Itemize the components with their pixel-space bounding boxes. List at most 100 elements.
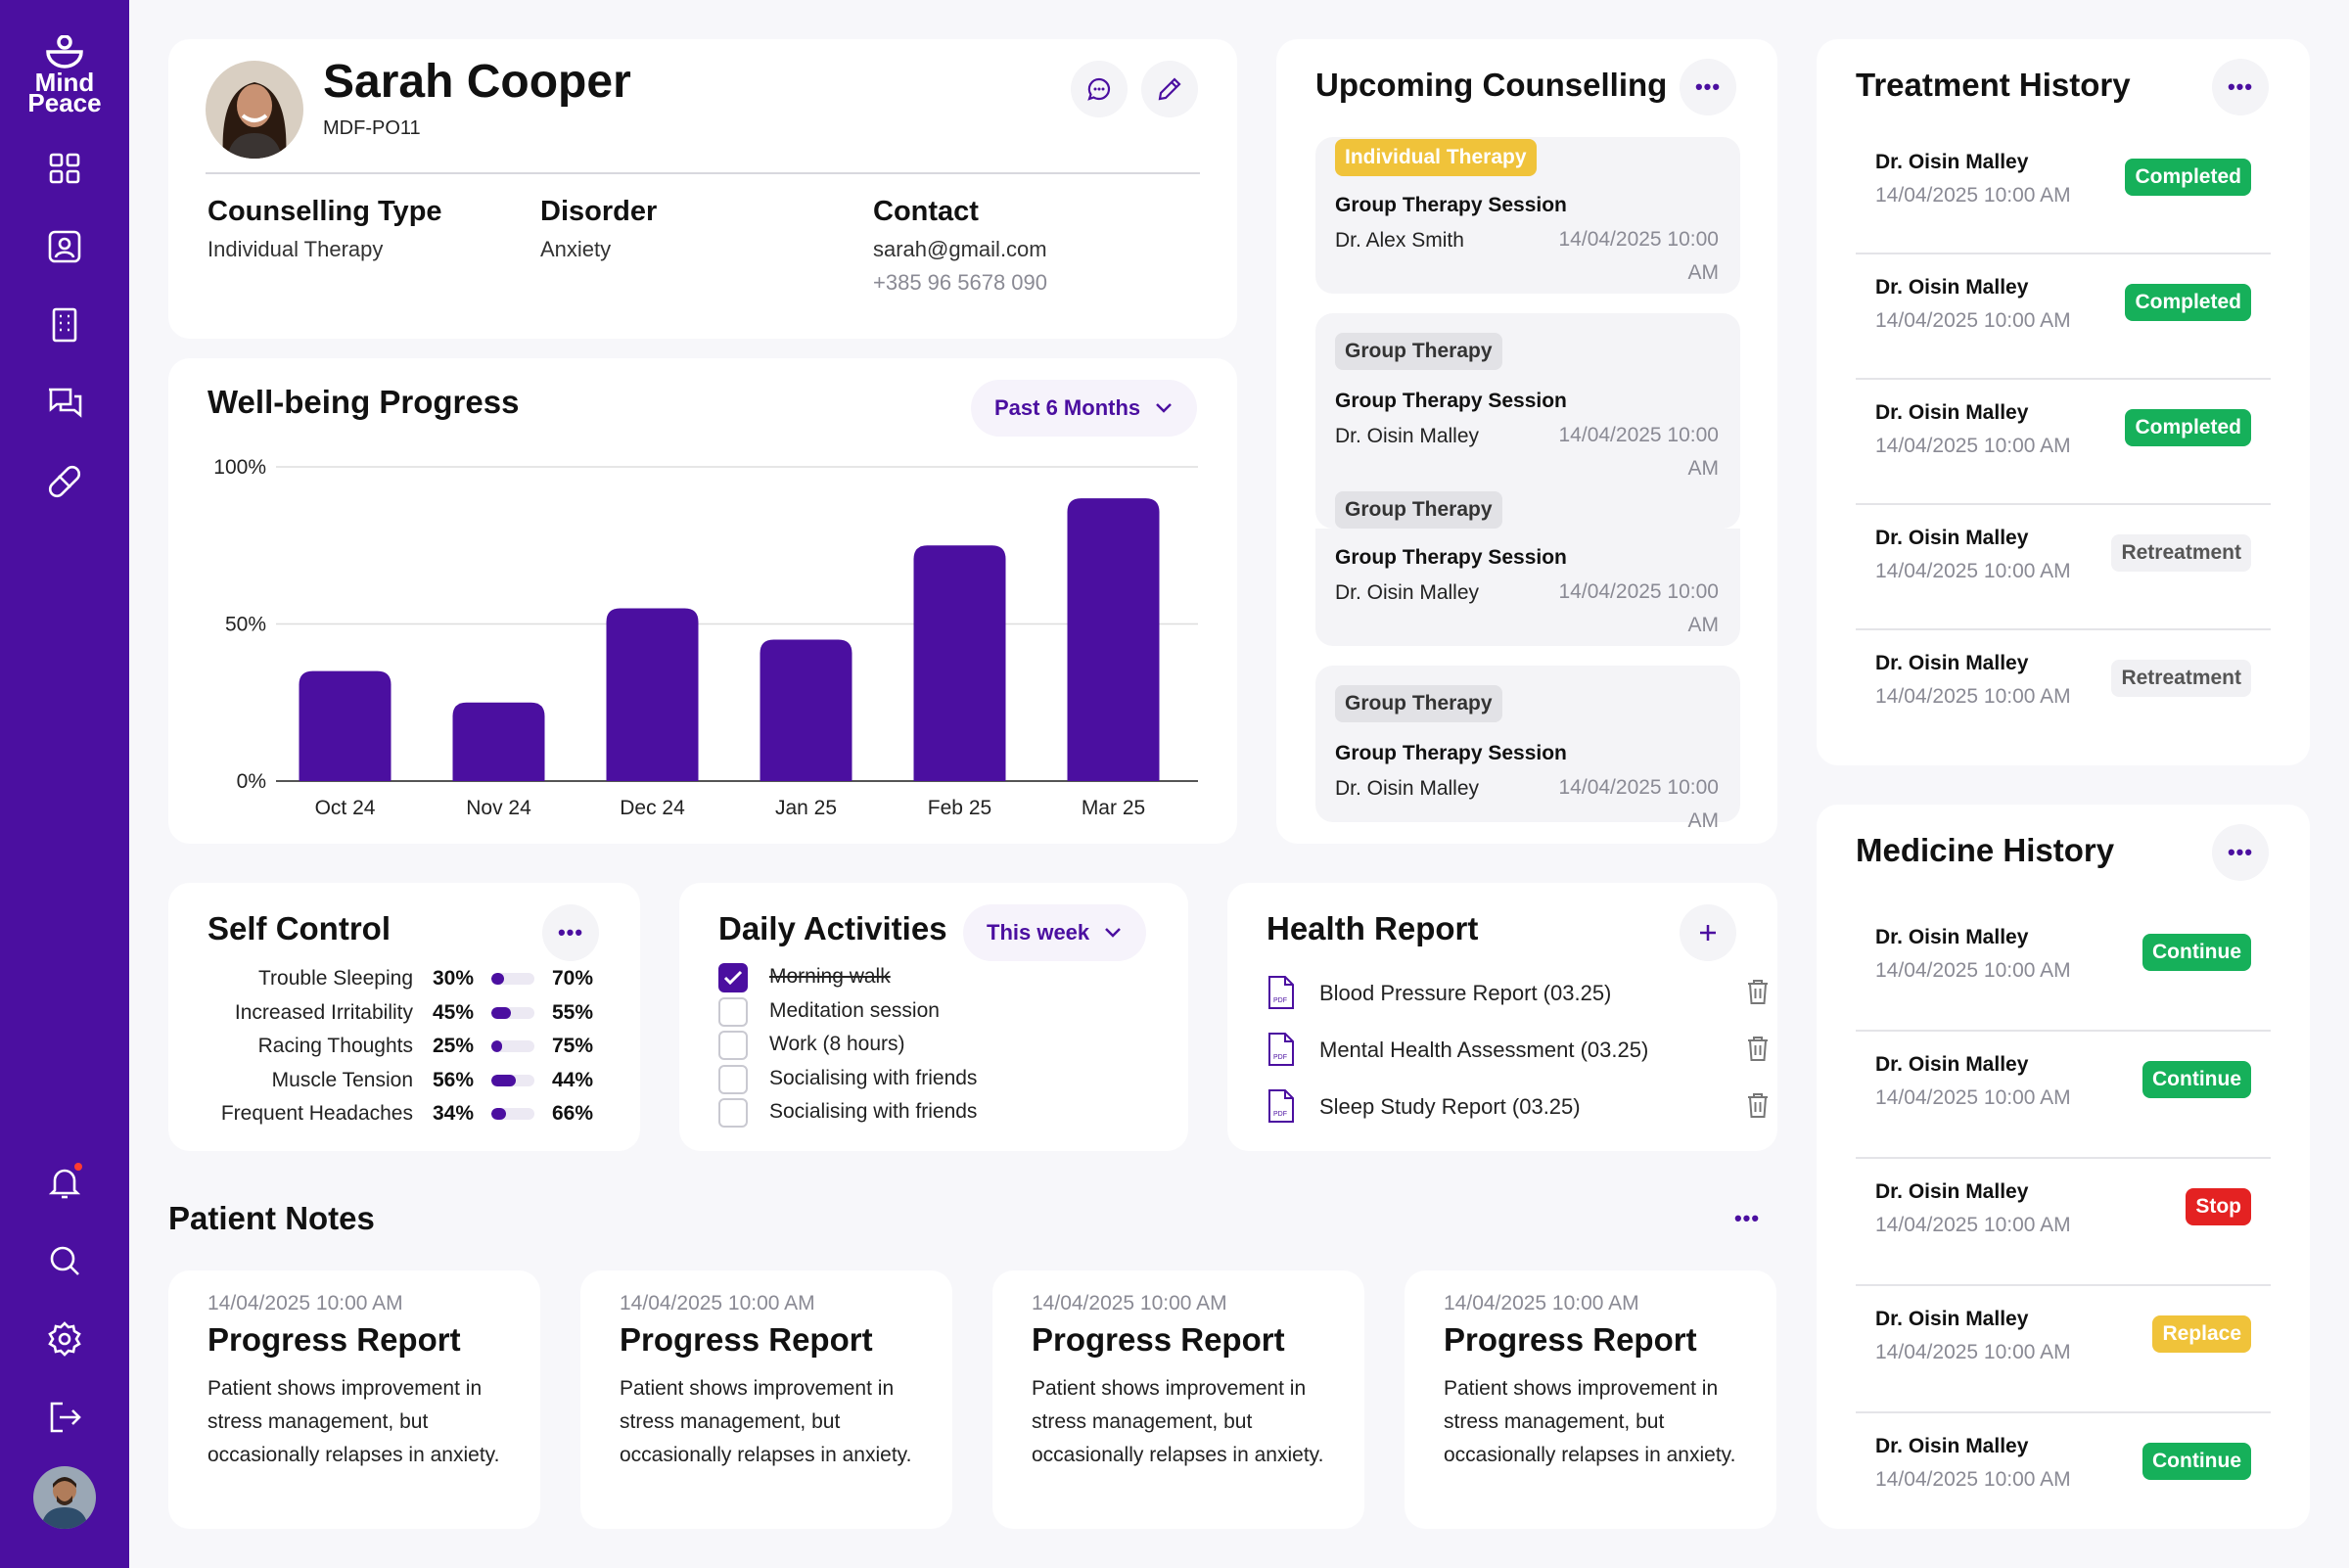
bar-mar-25[interactable] xyxy=(1067,498,1160,781)
pill-icon[interactable] xyxy=(43,460,86,503)
treatment-row[interactable]: Dr. Oisin Malley 14/04/2025 10:00 AM Compl… xyxy=(1856,392,2271,517)
bar-jan-25[interactable] xyxy=(760,639,852,781)
status-badge: Replace xyxy=(2152,1315,2251,1353)
svg-text:PDF: PDF xyxy=(1273,1054,1287,1061)
medicine-more-button[interactable]: ••• xyxy=(2212,824,2269,881)
note-card[interactable]: 14/04/2025 10:00 AM Progress Report Patien… xyxy=(1405,1270,1776,1529)
chevron-down-icon xyxy=(1105,928,1122,938)
add-report-button[interactable] xyxy=(1680,904,1736,961)
history-doctor: Dr. Oisin Malley xyxy=(1875,1435,2029,1457)
contact-email[interactable]: sarah@gmail.com xyxy=(873,237,1047,261)
note-card[interactable]: 14/04/2025 10:00 AM Progress Report Patien… xyxy=(992,1270,1364,1529)
trash-icon xyxy=(1748,980,1768,1004)
chat-icon[interactable] xyxy=(43,382,86,425)
pdf-icon: PDF xyxy=(1268,976,1294,1009)
chevron-down-icon xyxy=(1156,403,1173,413)
medicine-row[interactable]: Dr. Oisin Malley 14/04/2025 10:00 AM Conti… xyxy=(1856,1043,2271,1171)
medicine-row[interactable]: Dr. Oisin Malley 14/04/2025 10:00 AM Conti… xyxy=(1856,1425,2271,1552)
activity-checkbox[interactable] xyxy=(718,996,748,1027)
medicine-row[interactable]: Dr. Oisin Malley 14/04/2025 10:00 AM Repla… xyxy=(1856,1298,2271,1425)
history-doctor: Dr. Oisin Malley xyxy=(1875,527,2029,549)
period-dropdown[interactable]: Past 6 Months xyxy=(971,380,1198,437)
bar-dec-24[interactable] xyxy=(606,608,699,781)
bar-oct-24[interactable] xyxy=(299,670,392,781)
status-badge: Completed xyxy=(2125,284,2251,321)
logo-icon xyxy=(46,35,83,69)
session-card[interactable]: Group Therapy Group Therapy Session Dr. … xyxy=(1315,313,1740,529)
history-time: 14/04/2025 10:00 AM xyxy=(1875,1086,2071,1109)
history-time: 14/04/2025 10:00 AM xyxy=(1875,309,2071,332)
bell-icon[interactable] xyxy=(43,1161,86,1204)
building-icon[interactable] xyxy=(43,303,86,346)
logout-icon[interactable] xyxy=(43,1396,86,1439)
patient-icon[interactable] xyxy=(43,225,86,268)
treatment-row[interactable]: Dr. Oisin Malley 14/04/2025 10:00 AM Retre… xyxy=(1856,642,2271,767)
medicine-row[interactable]: Dr. Oisin Malley 14/04/2025 10:00 AM Stop xyxy=(1856,1171,2271,1298)
counselling-type-value: Individual Therapy xyxy=(207,237,384,261)
history-time: 14/04/2025 10:00 AM xyxy=(1875,1214,2071,1236)
history-doctor: Dr. Oisin Malley xyxy=(1875,276,2029,299)
treatment-row[interactable]: Dr. Oisin Malley 14/04/2025 10:00 AM Compl… xyxy=(1856,141,2271,266)
self-control-row: Trouble Sleeping 30% 70% xyxy=(168,963,638,996)
status-badge: Completed xyxy=(2125,409,2251,446)
search-icon[interactable] xyxy=(43,1239,86,1282)
activity-label: Socialising with friends xyxy=(769,1100,978,1123)
logo: Mind Peace xyxy=(25,35,104,115)
note-card[interactable]: 14/04/2025 10:00 AM Progress Report Patien… xyxy=(168,1270,540,1529)
session-card[interactable]: Group Therapy Group Therapy Session Dr. … xyxy=(1315,666,1740,832)
message-icon xyxy=(1087,77,1111,101)
status-badge: Continue xyxy=(2142,1443,2251,1480)
treatment-more-button[interactable]: ••• xyxy=(2212,59,2269,115)
message-button[interactable] xyxy=(1071,61,1128,117)
counselling-type-label: Counselling Type xyxy=(207,196,442,227)
session-card[interactable]: Individual Therapy Group Therapy Session… xyxy=(1315,137,1740,294)
symptom-right-percent: 66% xyxy=(552,1102,594,1125)
contact-phone[interactable]: +385 96 5678 090 xyxy=(873,270,1048,295)
history-doctor: Dr. Oisin Malley xyxy=(1875,1308,2029,1330)
delete-report-button[interactable] xyxy=(1744,1090,1772,1120)
symptom-bar-fill xyxy=(491,1006,511,1019)
note-card[interactable]: 14/04/2025 10:00 AM Progress Report Patien… xyxy=(580,1270,952,1529)
more-icon: ••• xyxy=(2227,74,2254,99)
report-row[interactable]: PDF Mental Health Assessment (03.25) xyxy=(1267,1030,1795,1069)
notes-more-button[interactable]: ••• xyxy=(1719,1190,1775,1247)
bar-nov-24[interactable] xyxy=(452,702,545,781)
gear-icon[interactable] xyxy=(43,1317,86,1360)
health-card: Health Report PDF Blood Pressure Report (… xyxy=(1227,883,1777,1151)
bar-feb-25[interactable] xyxy=(913,545,1006,781)
treatment-row[interactable]: Dr. Oisin Malley 14/04/2025 10:00 AM Retre… xyxy=(1856,517,2271,642)
delete-report-button[interactable] xyxy=(1744,977,1772,1006)
history-time: 14/04/2025 10:00 AM xyxy=(1875,959,2071,982)
activity-checkbox[interactable] xyxy=(718,1031,748,1060)
self-control-more-button[interactable]: ••• xyxy=(542,904,599,961)
more-icon: ••• xyxy=(2227,840,2254,864)
session-doctor: Dr. Oisin Malley xyxy=(1335,425,1480,447)
user-avatar[interactable] xyxy=(33,1466,96,1529)
medicine-row[interactable]: Dr. Oisin Malley 14/04/2025 10:00 AM Conti… xyxy=(1856,916,2271,1043)
symptom-label: Trouble Sleeping xyxy=(258,967,413,990)
week-dropdown[interactable]: This week xyxy=(963,904,1147,961)
counselling-more-button[interactable]: ••• xyxy=(1680,59,1736,115)
activity-checkbox[interactable] xyxy=(718,1098,748,1128)
activity-checkbox[interactable] xyxy=(718,1064,748,1094)
activity-checkbox[interactable] xyxy=(718,963,748,992)
activity-label: Morning walk xyxy=(769,965,891,988)
dashboard-icon[interactable] xyxy=(43,147,86,190)
y-tick-label: 50% xyxy=(225,614,266,636)
session-tag: Individual Therapy xyxy=(1335,139,1537,176)
session-time: 14/04/2025 10:00 AM xyxy=(1558,424,1720,480)
counselling-title: Upcoming Counselling xyxy=(1315,67,1668,103)
treatment-row[interactable]: Dr. Oisin Malley 14/04/2025 10:00 AM Compl… xyxy=(1856,266,2271,392)
edit-button[interactable] xyxy=(1141,61,1198,117)
report-row[interactable]: PDF Sleep Study Report (03.25) xyxy=(1267,1086,1795,1126)
symptom-bar xyxy=(491,1040,534,1052)
delete-report-button[interactable] xyxy=(1744,1034,1772,1063)
row-divider xyxy=(1856,378,2271,380)
session-title: Group Therapy Session xyxy=(1335,194,1567,216)
session-card[interactable]: Group Therapy Session Dr. Oisin Malley 1… xyxy=(1315,529,1740,646)
wellbeing-card: Well-being Progress Past 6 Months 0% 50% 1… xyxy=(168,358,1237,844)
pencil-icon xyxy=(1158,77,1181,101)
note-title: Progress Report xyxy=(1444,1321,1697,1358)
report-row[interactable]: PDF Blood Pressure Report (03.25) xyxy=(1267,973,1795,1012)
row-divider xyxy=(1856,503,2271,505)
